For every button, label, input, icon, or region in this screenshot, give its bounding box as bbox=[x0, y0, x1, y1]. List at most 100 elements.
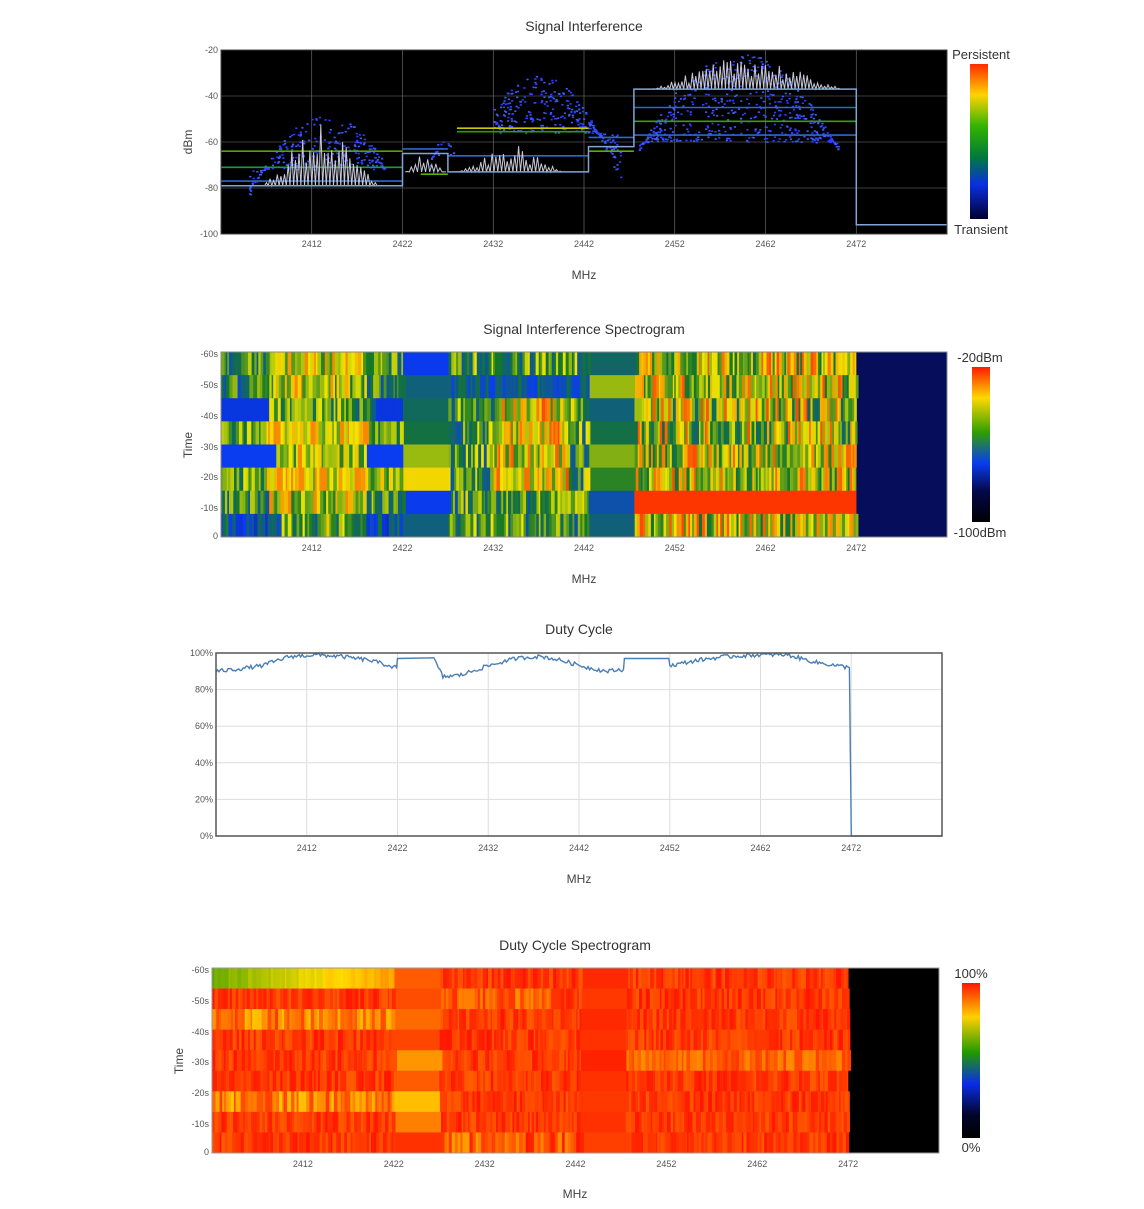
heatmap-cell bbox=[360, 513, 363, 538]
scatter-point bbox=[584, 132, 587, 134]
heatmap-cell bbox=[765, 444, 768, 469]
heatmap-cell bbox=[344, 467, 347, 492]
scatter-point bbox=[789, 138, 793, 141]
y-tick-labels: -20-40-60-80-100 bbox=[200, 45, 218, 239]
scatter-point bbox=[275, 151, 278, 153]
heatmap-cell bbox=[646, 1111, 652, 1133]
heatmap-cell bbox=[849, 988, 940, 1010]
heatmap-cell bbox=[219, 1132, 222, 1154]
heatmap-cell bbox=[639, 1050, 642, 1072]
heatmap-cell bbox=[672, 1009, 674, 1031]
heatmap-cell bbox=[366, 375, 371, 399]
heatmap-cell bbox=[287, 1009, 290, 1031]
heatmap-cell bbox=[555, 421, 559, 445]
heatmap-cell bbox=[253, 490, 256, 515]
scatter-point bbox=[824, 126, 827, 128]
heatmap-cell bbox=[280, 490, 285, 515]
heatmap-cell bbox=[257, 490, 261, 515]
heatmap-cell bbox=[684, 421, 686, 445]
heatmap-cell bbox=[400, 398, 404, 422]
heatmap-cell bbox=[568, 1050, 570, 1072]
heatmap-cell bbox=[476, 490, 479, 515]
heatmap-cell bbox=[235, 1132, 238, 1154]
scatter-point bbox=[362, 143, 365, 146]
heatmap-cell bbox=[734, 968, 738, 989]
heatmap-cell bbox=[727, 1132, 730, 1154]
heatmap-cell bbox=[484, 1029, 488, 1051]
heatmap-cell bbox=[710, 375, 713, 399]
heatmap-cell bbox=[689, 1111, 693, 1133]
heatmap-cell bbox=[458, 1070, 463, 1092]
heatmap-cell bbox=[818, 1111, 822, 1133]
x-tick-label: 2472 bbox=[846, 543, 866, 553]
scatter-point bbox=[315, 117, 318, 120]
heatmap-cell bbox=[237, 1132, 242, 1154]
heatmap-cell bbox=[470, 490, 474, 515]
scatter-point bbox=[253, 181, 257, 183]
heatmap-cell bbox=[553, 444, 556, 469]
scatter-point bbox=[368, 159, 371, 162]
heatmap-cell bbox=[484, 421, 488, 445]
heatmap-cell bbox=[759, 398, 763, 422]
heatmap-cell bbox=[391, 513, 396, 538]
heatmap-cell bbox=[738, 375, 743, 399]
heatmap-cell bbox=[313, 421, 316, 445]
scatter-point bbox=[581, 123, 584, 125]
scatter-point bbox=[757, 111, 760, 113]
heatmap-cell bbox=[441, 1111, 444, 1133]
heatmap-cell bbox=[245, 1132, 249, 1154]
scatter-point bbox=[523, 96, 526, 98]
heatmap-cell bbox=[287, 513, 292, 538]
heatmap-cell bbox=[344, 1091, 348, 1113]
heatmap-cell bbox=[244, 988, 248, 1010]
heatmap-cell bbox=[226, 988, 229, 1010]
heatmap-cell bbox=[781, 375, 785, 399]
heatmap-cell bbox=[765, 1111, 770, 1133]
heatmap-cell bbox=[289, 1070, 293, 1092]
heatmap-cell bbox=[631, 1111, 635, 1133]
heatmap-cell bbox=[487, 398, 492, 422]
scatter-point bbox=[559, 95, 563, 97]
scatter-point bbox=[503, 130, 506, 132]
heatmap-cell bbox=[797, 1009, 801, 1031]
heatmap-cell bbox=[658, 1029, 661, 1051]
heatmap-cell bbox=[505, 1029, 509, 1051]
heatmap-cell bbox=[821, 1091, 825, 1113]
heatmap-cell bbox=[765, 1009, 768, 1031]
scatter-point bbox=[549, 113, 552, 115]
scatter-point bbox=[370, 145, 373, 147]
heatmap-cell bbox=[652, 1111, 656, 1133]
heatmap-cell bbox=[800, 968, 805, 989]
scatter-point bbox=[383, 168, 386, 171]
heatmap-cell bbox=[724, 398, 728, 422]
heatmap-cell bbox=[328, 968, 331, 989]
heatmap-cell bbox=[587, 444, 590, 469]
scatter-point bbox=[755, 103, 758, 106]
heatmap-cell bbox=[706, 513, 709, 538]
heatmap-cell bbox=[326, 1050, 330, 1072]
x-tick-label: 2412 bbox=[302, 543, 322, 553]
heatmap-cell bbox=[702, 398, 705, 422]
heatmap-cell bbox=[461, 1050, 465, 1072]
heatmap-cell bbox=[805, 968, 810, 989]
heatmap-cell bbox=[773, 444, 776, 469]
heatmap-cell bbox=[564, 1111, 569, 1133]
heatmap-cell bbox=[375, 1070, 380, 1092]
heatmap-cell bbox=[352, 1009, 356, 1031]
heatmap-cell bbox=[368, 1091, 373, 1113]
heatmap-cell bbox=[703, 490, 707, 515]
scatter-point bbox=[732, 76, 735, 78]
heatmap-cell bbox=[733, 1111, 738, 1133]
scatter-point bbox=[763, 138, 767, 141]
scatter-point bbox=[573, 111, 576, 114]
scatter-point bbox=[543, 117, 546, 119]
heatmap-cell bbox=[547, 444, 552, 469]
heatmap-cell bbox=[360, 375, 363, 399]
heatmap-cell bbox=[446, 968, 450, 989]
heatmap-cell bbox=[798, 1050, 803, 1072]
heatmap-cell bbox=[836, 1070, 840, 1092]
heatmap-cell bbox=[458, 1111, 463, 1133]
heatmap-cell bbox=[637, 1050, 640, 1072]
heatmap-cell bbox=[744, 421, 748, 445]
heatmap-cell bbox=[832, 490, 836, 515]
